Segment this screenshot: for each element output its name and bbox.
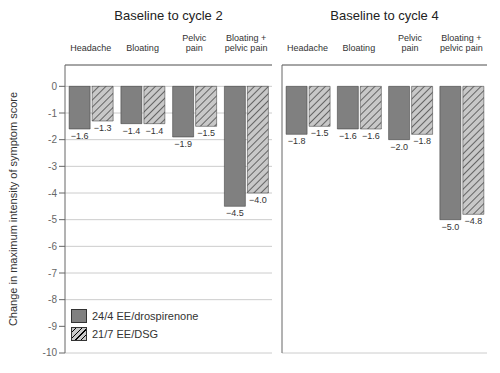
svg-text:Pelvicpain: Pelvicpain	[398, 33, 423, 53]
svg-text:-6: -6	[48, 241, 57, 252]
html-text:Baseline to cycle 2: Baseline to cycle 2	[114, 8, 223, 23]
svg-text:−1.4: −1.4	[145, 126, 163, 136]
svg-text:-10: -10	[43, 347, 58, 358]
svg-text:-1: -1	[48, 108, 57, 119]
svg-text:-3: -3	[48, 161, 57, 172]
svg-text:−1.8: −1.8	[288, 136, 306, 146]
svg-text:−4.8: −4.8	[464, 216, 482, 226]
svg-text:−1.6: −1.6	[362, 131, 380, 141]
svg-text:Headache: Headache	[70, 43, 111, 53]
svg-text:−1.5: −1.5	[311, 128, 329, 138]
svg-text:Bloating: Bloating	[126, 43, 159, 53]
svg-text:−1.6: −1.6	[339, 131, 357, 141]
svg-text:Headache: Headache	[287, 43, 328, 53]
svg-text:−4.5: −4.5	[226, 208, 244, 218]
html-text:Baseline to cycle 4: Baseline to cycle 4	[330, 8, 439, 23]
svg-text:-2: -2	[48, 134, 57, 145]
svg-text:-7: -7	[48, 268, 57, 279]
svg-text:−5.0: −5.0	[441, 222, 459, 232]
svg-text:0: 0	[51, 81, 57, 92]
svg-text:Bloating: Bloating	[343, 43, 376, 53]
svg-text:−2.0: −2.0	[390, 142, 408, 152]
svg-text:-8: -8	[48, 294, 57, 305]
svg-text:−1.3: −1.3	[94, 123, 112, 133]
svg-text:−1.4: −1.4	[122, 126, 140, 136]
svg-text:-5: -5	[48, 214, 57, 225]
html-text:21/7 EE/DSG: 21/7 EE/DSG	[92, 328, 158, 340]
svg-text:−4.0: −4.0	[249, 195, 267, 205]
svg-text:-4: -4	[48, 188, 57, 199]
svg-text:−1.6: −1.6	[71, 131, 89, 141]
svg-text:Bloating +pelvic pain: Bloating +pelvic pain	[225, 33, 268, 53]
svg-text:−1.5: −1.5	[197, 128, 215, 138]
html-text:24/4 EE/drospirenone: 24/4 EE/drospirenone	[92, 310, 199, 322]
svg-text:−1.8: −1.8	[413, 136, 431, 146]
svg-text:−1.9: −1.9	[174, 139, 192, 149]
svg-text:Pelvicpain: Pelvicpain	[182, 33, 207, 53]
svg-text:Bloating +pelvic pain: Bloating +pelvic pain	[440, 33, 483, 53]
svg-text:Change in maximum intensity of: Change in maximum intensity of symptom s…	[8, 92, 19, 326]
svg-text:-9: -9	[48, 321, 57, 332]
